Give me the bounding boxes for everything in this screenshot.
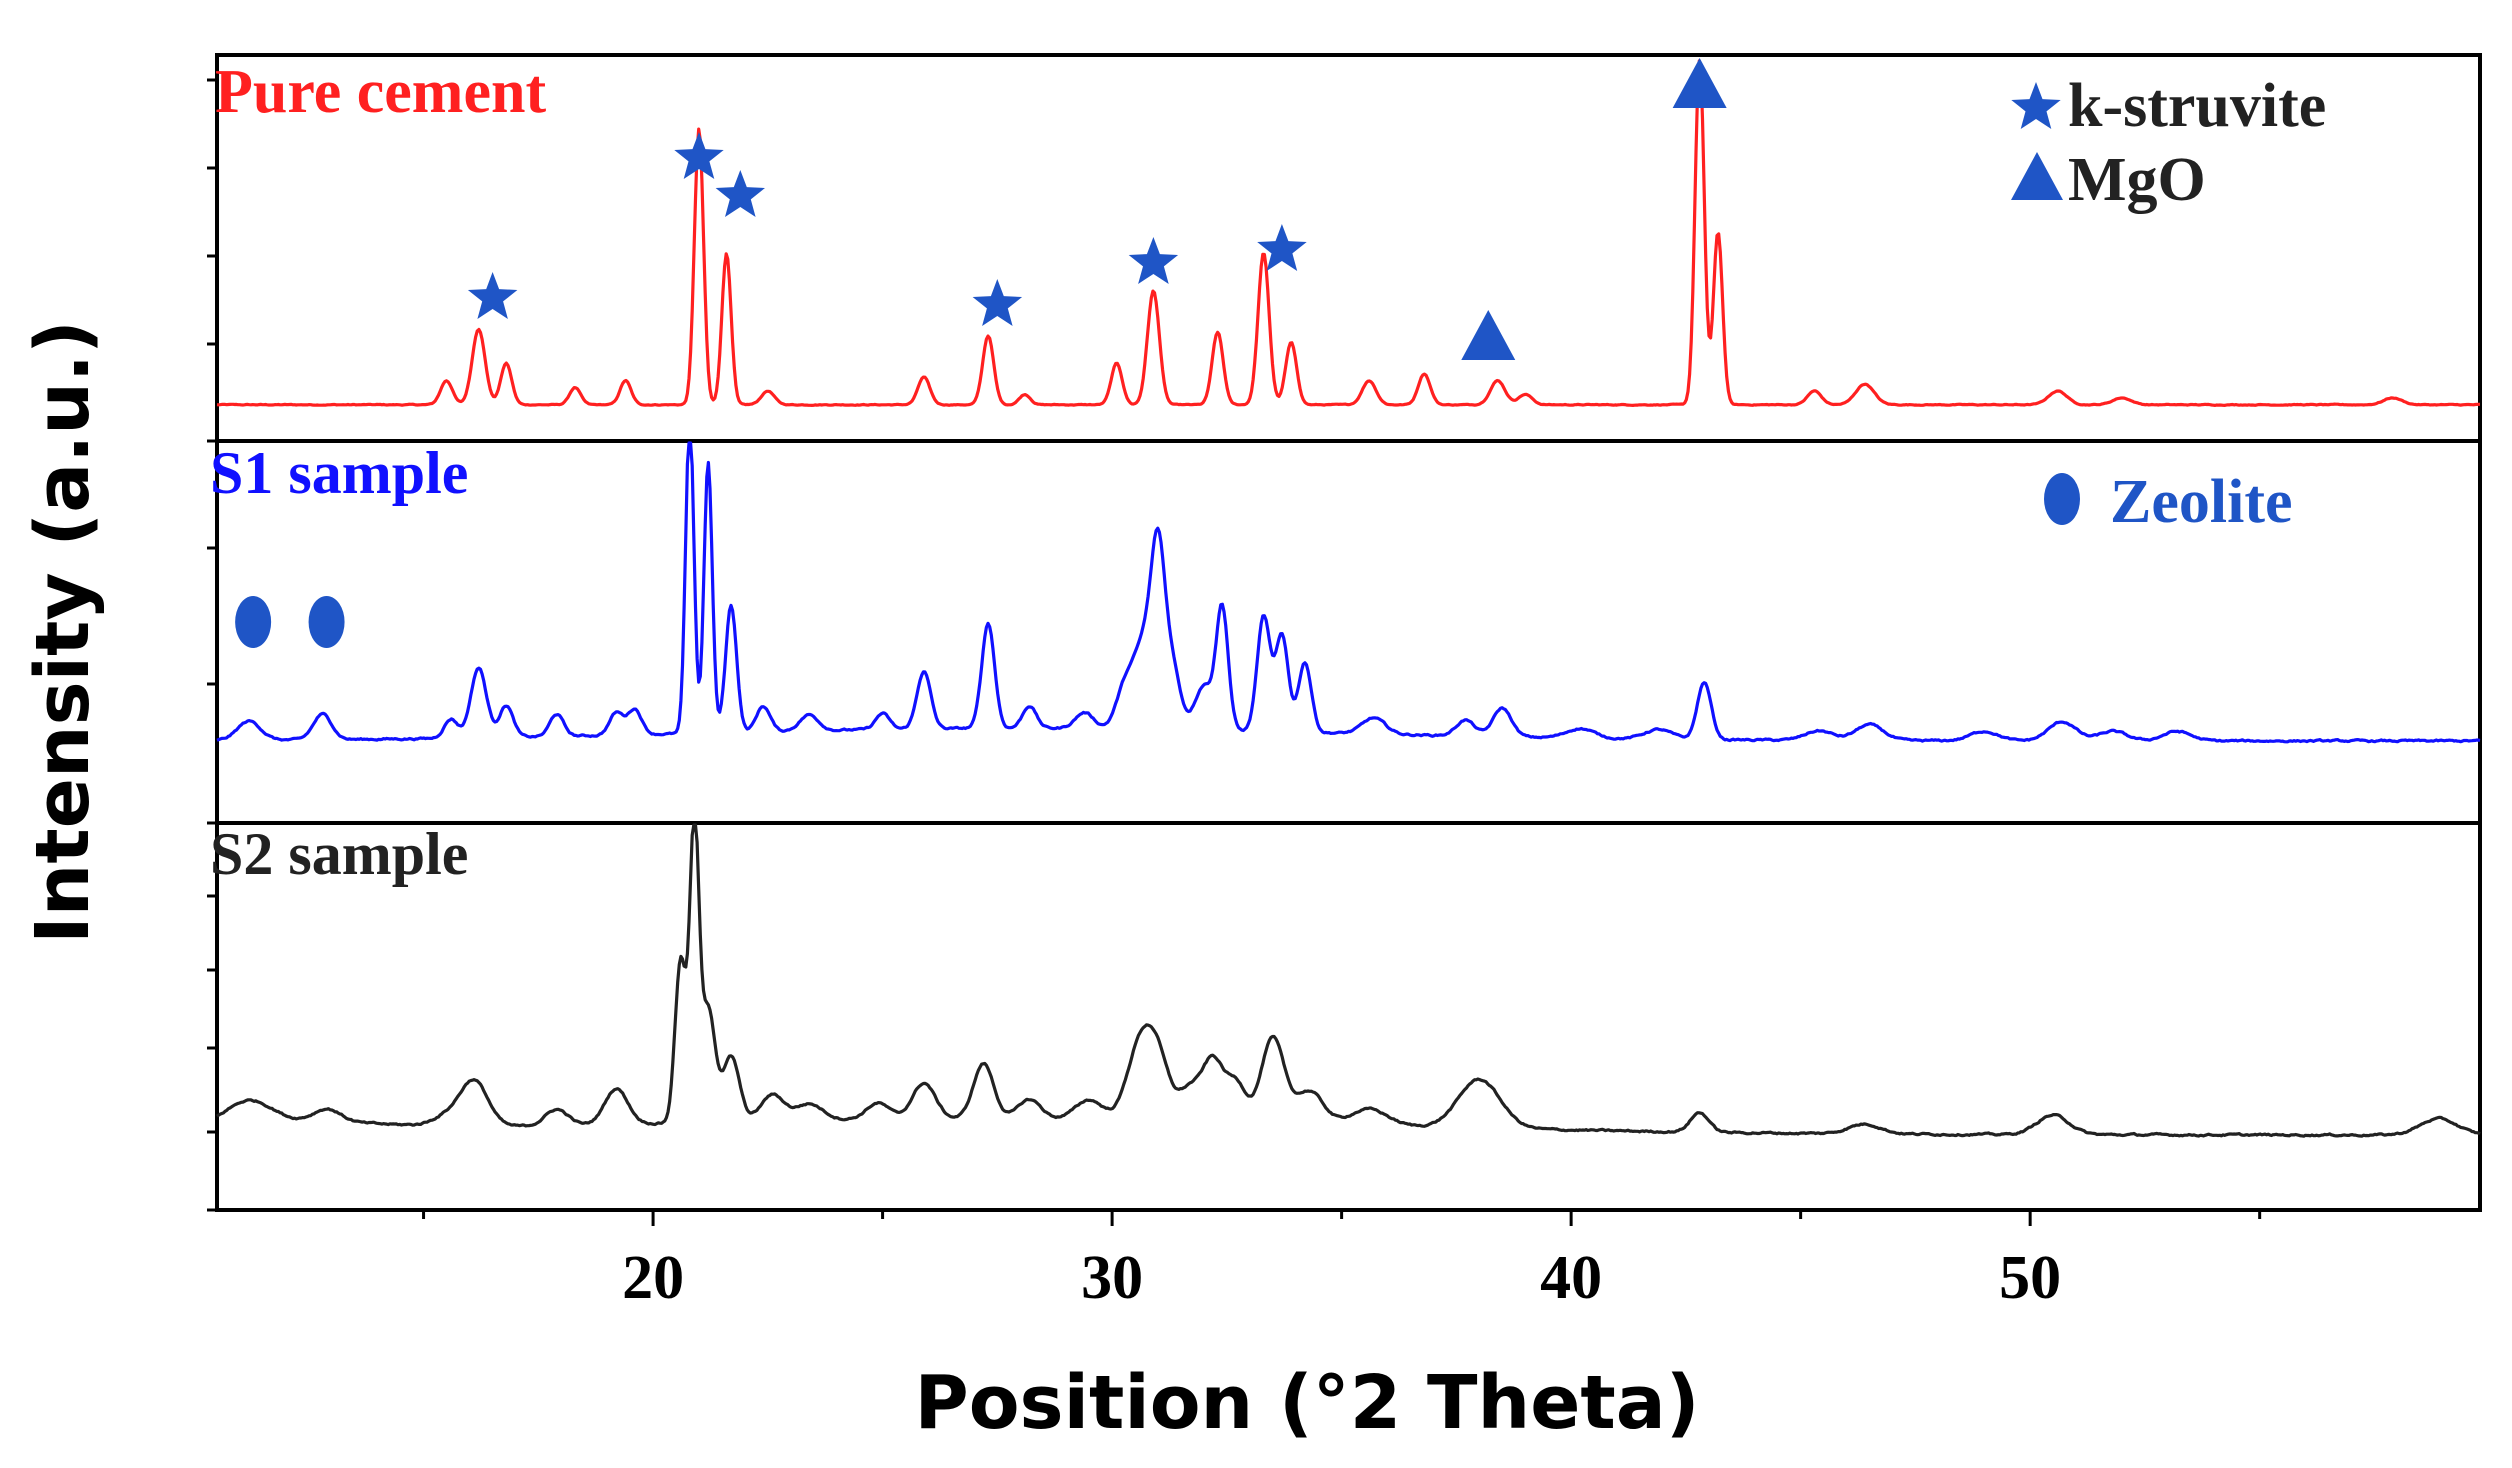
legend-triangle-icon	[2011, 152, 2063, 200]
legend: k-struvite MgO Zeolite	[2011, 72, 2326, 536]
series-label-pure-cement: Pure cement	[215, 58, 546, 126]
series-label-s2-sample: S2 sample	[210, 821, 468, 887]
legend-star-icon	[2011, 82, 2061, 129]
panel-frame-bottom	[215, 821, 2482, 1212]
x-axis-tick-labels: 20 30 40 50	[622, 1244, 2061, 1312]
x-axis-ticks	[422, 1210, 2262, 1226]
series-line-1	[216, 441, 2481, 744]
k-struvite-star-icon	[674, 132, 724, 179]
x-tick-label: 20	[622, 1244, 684, 1312]
legend-label-zeolite: Zeolite	[2110, 468, 2293, 536]
k-struvite-star-icon	[972, 279, 1023, 326]
legend-ellipse-icon	[2044, 473, 2080, 525]
x-tick-label: 40	[1540, 1244, 1602, 1312]
x-axis-title: Position (°2 Theta)	[914, 1360, 1699, 1446]
mgo-triangle-icon	[1461, 310, 1516, 360]
zeolite-ellipse-icon	[235, 596, 272, 648]
k-struvite-star-icon	[1257, 224, 1307, 271]
peak-markers	[235, 58, 1727, 648]
series-lines	[216, 59, 2481, 1138]
zeolite-ellipse-icon	[308, 596, 345, 648]
series-line-2	[216, 823, 2481, 1138]
y-axis-ticks	[207, 78, 217, 1212]
x-tick-label: 50	[1999, 1244, 2061, 1312]
k-struvite-star-icon	[467, 272, 518, 319]
k-struvite-star-icon	[715, 170, 765, 217]
series-line-0	[216, 59, 2480, 407]
mgo-triangle-icon	[1672, 58, 1727, 108]
legend-label-mgo: MgO	[2068, 146, 2206, 214]
legend-label-k-struvite: k-struvite	[2068, 72, 2326, 140]
series-label-s1-sample: S1 sample	[210, 440, 468, 506]
y-axis-title: Intensity (a.u.)	[20, 320, 106, 944]
k-struvite-star-icon	[1128, 237, 1179, 284]
x-tick-label: 30	[1081, 1244, 1143, 1312]
